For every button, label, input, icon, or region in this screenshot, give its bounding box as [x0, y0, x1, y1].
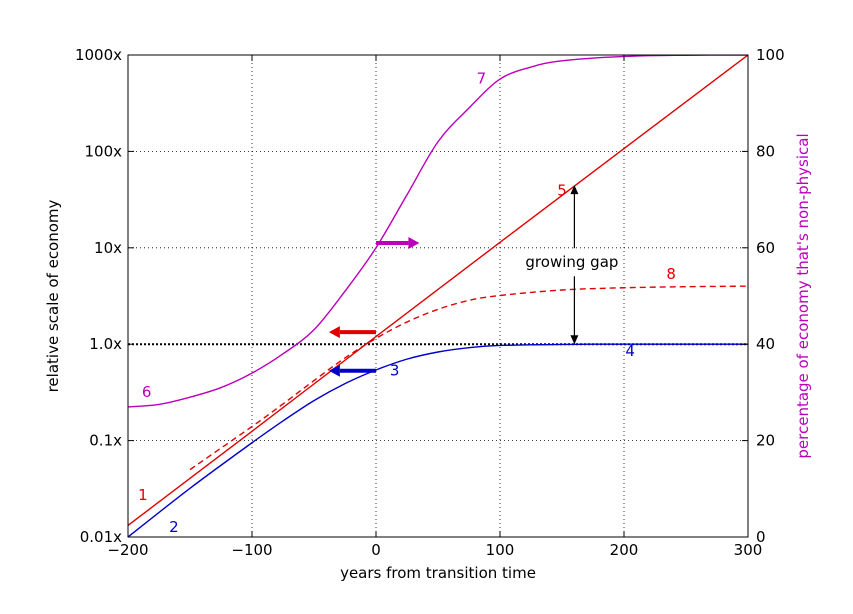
growing-gap-label: growing gap: [525, 253, 618, 271]
y-left-tick-label: 0.01x: [80, 528, 122, 546]
annotation-label: 8: [666, 265, 676, 283]
y-right-tick-label: 40: [756, 335, 775, 353]
annotation-label: 1: [138, 486, 148, 504]
series-line-4: [128, 55, 748, 408]
y-left-tick-label: 100x: [84, 142, 122, 160]
grid: [128, 55, 748, 537]
annotation-label: 7: [477, 70, 487, 88]
x-tick-label: −200: [107, 541, 148, 559]
series-line-3: [128, 343, 748, 537]
series-line-2: [189, 285, 748, 471]
plot-frame: [127, 54, 749, 538]
x-tick-label: 200: [610, 541, 639, 559]
indicator-arrow-head: [408, 236, 420, 249]
series-layer: [128, 55, 748, 537]
annotation-label: 3: [390, 361, 400, 379]
y-right-tick-label: 20: [756, 432, 775, 450]
y-right-tick-label: 80: [756, 142, 775, 160]
x-tick-label: −100: [231, 541, 272, 559]
indicator-arrow-head: [328, 364, 340, 377]
annotation-label: 2: [169, 518, 179, 536]
annotation-label: 6: [142, 383, 152, 401]
y-left-tick-label: 10x: [94, 239, 122, 257]
x-tick-label: 0: [371, 541, 381, 559]
x-tick-label: 300: [734, 541, 763, 559]
y-axis-label-right: percentage of economy that's non-physica…: [794, 133, 812, 458]
y-left-tick-label: 0.1x: [89, 432, 122, 450]
y-right-tick-label: 60: [756, 239, 775, 257]
y-left-tick-label: 1000x: [75, 46, 122, 64]
y-right-tick-label: 100: [756, 46, 785, 64]
gap-arrow-up-head: [570, 185, 579, 195]
x-axis-label: years from transition time: [340, 564, 536, 582]
x-tick-label: 100: [486, 541, 515, 559]
y-right-tick-label: 0: [756, 528, 766, 546]
y-left-tick-label: 1.0x: [89, 335, 122, 353]
indicator-arrow-head: [328, 326, 340, 339]
gap-arrow-down-head: [570, 335, 579, 345]
ticks: −200 −100 0 100 200 3000.01x0.1x1.0x10x100x10…: [75, 46, 785, 559]
annotations: 1 2 3 4 5 6 7 8 growing gap: [138, 70, 676, 536]
annotation-label: 4: [625, 342, 635, 360]
annotation-label: 5: [557, 181, 567, 199]
series-line-1: [128, 55, 748, 526]
y-axis-label-left: relative scale of economy: [44, 199, 62, 392]
